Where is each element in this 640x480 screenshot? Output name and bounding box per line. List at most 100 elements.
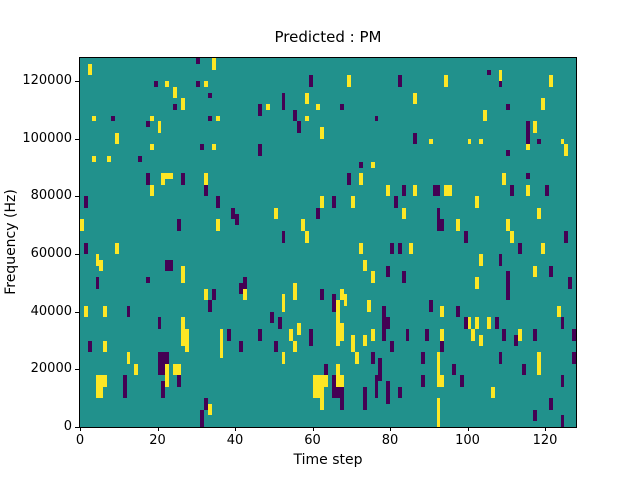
heatmap-cell [370,277,375,283]
heatmap-cell [548,265,553,272]
heatmap-cell [204,184,208,191]
heatmap-cell [572,334,576,341]
heatmap-cell [180,277,185,283]
heatmap-cell [533,127,538,133]
heatmap-cell [161,352,166,358]
heatmap-cell [436,398,441,404]
heatmap-cell [335,380,340,387]
heatmap-cell [370,161,375,168]
heatmap-cell [165,357,170,364]
heatmap-cell [176,363,181,370]
heatmap-cell [99,386,104,393]
heatmap-cell [215,196,220,203]
heatmap-cell [320,392,325,399]
heatmap-cell [355,357,359,364]
heatmap-cell [157,357,162,364]
heatmap-cell [324,375,328,381]
heatmap-cell [176,219,181,226]
heatmap-cell [545,184,549,191]
heatmap-cell [281,300,286,306]
heatmap-cell [517,328,522,335]
x-tick-label: 100 [455,433,480,448]
heatmap-cell [537,369,542,376]
heatmap-cell [293,109,297,116]
heatmap-cell [479,340,483,347]
heatmap-cell [351,346,356,353]
heatmap-cell [463,230,468,237]
heatmap-cell [378,357,383,364]
heatmap-cell [335,386,340,393]
heatmap-cell [304,92,309,99]
heatmap-cell [95,282,100,289]
x-axis-label: Time step [293,452,363,468]
y-tick-mark [75,311,79,313]
heatmap-plot-area [80,58,576,427]
heatmap-cell [370,334,375,341]
heatmap-cell [180,317,185,324]
heatmap-cell [324,363,328,370]
heatmap-cell [382,317,387,324]
heatmap-cell [339,403,344,410]
heatmap-cell [308,328,313,335]
heatmap-cell [521,369,526,376]
heatmap-cell [560,317,565,324]
heatmap-cell [204,190,208,197]
heatmap-cell [413,190,418,197]
heatmap-cell [347,75,352,82]
heatmap-cell [211,144,216,151]
heatmap-cell [176,375,181,381]
heatmap-cell [459,375,464,381]
heatmap-cell [339,398,344,404]
heatmap-cell [173,86,177,93]
heatmap-cell [533,334,538,341]
x-tick-mark [467,427,469,431]
heatmap-cell [95,386,100,393]
heatmap-cell [421,375,425,381]
heatmap-cell [432,184,437,191]
heatmap-cell [207,403,212,410]
heatmap-cell [545,190,549,197]
heatmap-cell [126,357,131,364]
heatmap-cell [386,271,390,278]
heatmap-cell [455,305,460,312]
heatmap-cell [560,421,565,427]
y-tick-mark [75,369,79,371]
heatmap-cell [525,127,530,133]
heatmap-cell [548,398,553,404]
heatmap-cell [455,311,460,318]
heatmap-cell [382,334,387,341]
heatmap-cell [517,334,522,341]
heatmap-cell [281,294,286,301]
heatmap-cell [320,288,325,295]
heatmap-cell [421,352,425,358]
heatmap-cell [157,369,162,376]
heatmap-cell [525,190,530,197]
heatmap-cell [448,184,452,191]
heatmap-cell [331,380,336,387]
heatmap-cell [401,207,406,214]
heatmap-cell [498,254,503,260]
heatmap-cell [320,375,325,381]
heatmap-cell [436,380,441,387]
heatmap-cell [157,363,162,370]
heatmap-cell [362,392,367,399]
heatmap-cell [165,259,170,266]
heatmap-cell [386,317,390,324]
heatmap-cell [475,277,480,283]
heatmap-cell [359,179,363,185]
heatmap-cell [537,207,542,214]
heatmap-cell [184,328,189,335]
heatmap-cell [440,340,445,347]
heatmap-cell [103,311,108,318]
heatmap-cell [331,202,336,208]
heatmap-cell [436,415,441,422]
heatmap-cell [397,75,402,82]
heatmap-cell [397,242,402,249]
heatmap-cell [231,207,235,214]
heatmap-cell [153,81,158,87]
heatmap-cell [359,242,363,249]
heatmap-cell [122,392,127,399]
heatmap-cell [161,357,166,364]
heatmap-cell [467,138,472,145]
heatmap-cell [436,219,441,226]
